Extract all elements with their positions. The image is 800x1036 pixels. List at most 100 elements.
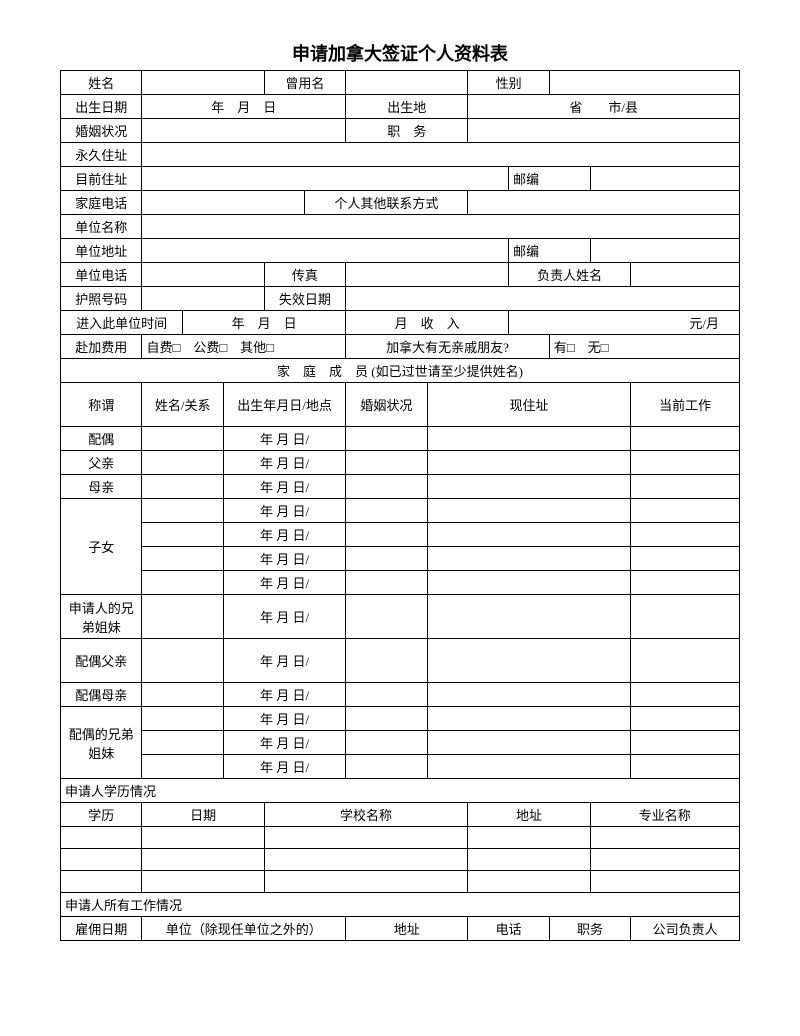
field[interactable] <box>142 427 223 451</box>
field[interactable] <box>468 849 590 871</box>
field[interactable] <box>468 827 590 849</box>
field-gender[interactable] <box>549 71 739 95</box>
field[interactable]: 年 月 日/ <box>223 683 345 707</box>
field[interactable] <box>142 871 264 893</box>
field-manager[interactable] <box>631 263 740 287</box>
field[interactable] <box>346 427 427 451</box>
field[interactable] <box>427 683 631 707</box>
field[interactable]: 年 月 日/ <box>223 639 345 683</box>
field-employer[interactable] <box>142 215 740 239</box>
field[interactable] <box>142 571 223 595</box>
field-birthplace[interactable]: 省 市/县 <box>468 95 740 119</box>
field-perm-addr[interactable] <box>142 143 740 167</box>
field-expiry[interactable] <box>346 287 740 311</box>
field[interactable] <box>631 427 740 451</box>
field[interactable] <box>61 849 142 871</box>
field[interactable] <box>590 849 739 871</box>
field-funding[interactable]: 自费□ 公费□ 其他□ <box>142 335 346 359</box>
field[interactable] <box>346 595 427 639</box>
field[interactable] <box>631 639 740 683</box>
field[interactable] <box>346 571 427 595</box>
field[interactable] <box>264 849 468 871</box>
field[interactable] <box>631 571 740 595</box>
field[interactable] <box>631 523 740 547</box>
field[interactable]: 年 月 日/ <box>223 595 345 639</box>
field[interactable] <box>427 499 631 523</box>
field[interactable] <box>142 849 264 871</box>
field[interactable] <box>590 871 739 893</box>
field[interactable] <box>346 683 427 707</box>
field[interactable] <box>631 451 740 475</box>
field[interactable] <box>427 595 631 639</box>
field-postcode[interactable] <box>590 167 739 191</box>
field[interactable] <box>631 547 740 571</box>
field[interactable]: 年 月 日/ <box>223 475 345 499</box>
field[interactable]: 年 月 日/ <box>223 571 345 595</box>
field[interactable] <box>631 707 740 731</box>
field[interactable] <box>427 731 631 755</box>
field[interactable] <box>427 523 631 547</box>
field[interactable] <box>142 499 223 523</box>
field[interactable] <box>631 499 740 523</box>
field[interactable]: 年 月 日/ <box>223 451 345 475</box>
field[interactable] <box>142 475 223 499</box>
field[interactable] <box>346 547 427 571</box>
field[interactable] <box>346 523 427 547</box>
field[interactable]: 年 月 日/ <box>223 755 345 779</box>
field-dob[interactable]: 年 月 日 <box>142 95 346 119</box>
field[interactable] <box>142 707 223 731</box>
field[interactable] <box>142 639 223 683</box>
field[interactable] <box>142 731 223 755</box>
field-emp-phone[interactable] <box>142 263 264 287</box>
field-joined[interactable]: 年 月 日 <box>183 311 346 335</box>
field-passport[interactable] <box>142 287 264 311</box>
field[interactable] <box>427 707 631 731</box>
field[interactable] <box>142 523 223 547</box>
field[interactable]: 年 月 日/ <box>223 731 345 755</box>
field[interactable] <box>142 547 223 571</box>
field-name[interactable] <box>142 71 264 95</box>
field[interactable] <box>427 427 631 451</box>
field[interactable] <box>631 475 740 499</box>
field-position[interactable] <box>468 119 740 143</box>
field[interactable] <box>61 871 142 893</box>
field[interactable] <box>427 755 631 779</box>
field[interactable]: 年 月 日/ <box>223 427 345 451</box>
field-other-contact[interactable] <box>468 191 740 215</box>
field[interactable] <box>427 475 631 499</box>
field[interactable] <box>427 547 631 571</box>
field[interactable]: 年 月 日/ <box>223 707 345 731</box>
field[interactable] <box>346 731 427 755</box>
field-emp-addr[interactable] <box>142 239 509 263</box>
field[interactable] <box>346 755 427 779</box>
field[interactable] <box>427 571 631 595</box>
field[interactable] <box>142 595 223 639</box>
field[interactable]: 年 月 日/ <box>223 523 345 547</box>
field[interactable] <box>631 731 740 755</box>
field[interactable] <box>468 871 590 893</box>
field[interactable] <box>61 827 142 849</box>
field[interactable] <box>142 683 223 707</box>
field[interactable] <box>346 499 427 523</box>
field-income[interactable]: 元/月 <box>509 311 740 335</box>
field[interactable] <box>142 755 223 779</box>
field[interactable]: 年 月 日/ <box>223 499 345 523</box>
field[interactable] <box>264 827 468 849</box>
field[interactable] <box>346 475 427 499</box>
field[interactable] <box>142 827 264 849</box>
field[interactable] <box>631 683 740 707</box>
field-former-name[interactable] <box>346 71 468 95</box>
field-marital[interactable] <box>142 119 346 143</box>
field-home-phone[interactable] <box>142 191 305 215</box>
field[interactable] <box>346 707 427 731</box>
field[interactable] <box>427 451 631 475</box>
field[interactable] <box>631 595 740 639</box>
field[interactable] <box>346 451 427 475</box>
field-emp-postcode[interactable] <box>590 239 739 263</box>
field[interactable] <box>346 639 427 683</box>
field[interactable]: 年 月 日/ <box>223 547 345 571</box>
field[interactable] <box>264 871 468 893</box>
field-curr-addr[interactable] <box>142 167 509 191</box>
field[interactable] <box>142 451 223 475</box>
field[interactable] <box>427 639 631 683</box>
